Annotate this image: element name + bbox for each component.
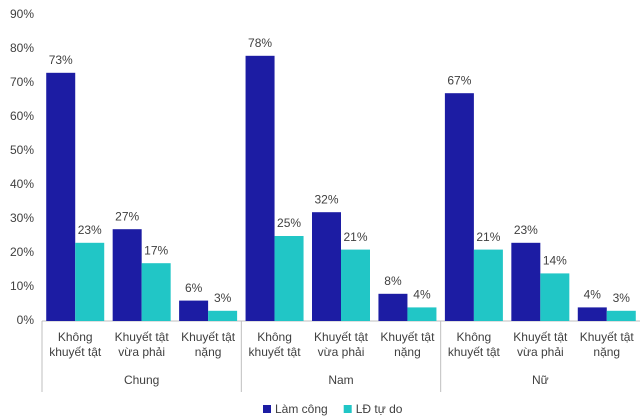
value-label: 14% [543, 254, 567, 268]
bar [473, 249, 503, 321]
x-tick-label: Khuyết tật vừa phải [114, 330, 169, 359]
value-label: 6% [185, 281, 203, 295]
y-tick-label: 10% [10, 279, 34, 293]
group-label: Nam [328, 373, 353, 387]
value-label: 78% [248, 36, 272, 50]
bar [540, 273, 570, 321]
value-label: 3% [613, 291, 631, 305]
y-tick-label: 60% [10, 109, 34, 123]
x-tick-label: Khuyết tật vừa phải [313, 330, 369, 359]
y-tick-label: 70% [10, 75, 34, 89]
y-tick-label: 50% [10, 143, 34, 157]
x-tick-label: Khuyết tật nặng [579, 330, 634, 359]
legend-label: LĐ tự do [356, 402, 403, 416]
value-label: 23% [514, 223, 538, 237]
bar [274, 236, 304, 321]
bar [511, 242, 541, 321]
value-label: 73% [49, 53, 73, 67]
value-label: 8% [384, 274, 402, 288]
value-label: 4% [413, 288, 431, 302]
y-tick-label: 90% [10, 7, 34, 21]
bar [444, 93, 474, 321]
bar [577, 307, 607, 321]
bar [112, 229, 142, 321]
value-label: 23% [78, 223, 102, 237]
legend-swatch [343, 405, 352, 413]
legend-swatch [263, 405, 271, 413]
value-label: 32% [314, 192, 338, 206]
y-tick-label: 80% [10, 41, 34, 55]
x-tick-label: Khuyết tật nặng [380, 330, 435, 359]
bar [179, 300, 209, 321]
bar [208, 310, 238, 321]
bar [141, 263, 171, 321]
value-label: 27% [115, 209, 139, 223]
y-tick-label: 30% [10, 211, 34, 225]
bar [75, 242, 105, 321]
value-label: 21% [476, 230, 500, 244]
value-label: 21% [343, 230, 367, 244]
bar [245, 55, 275, 322]
bar [378, 293, 408, 321]
value-label: 67% [447, 73, 471, 87]
y-tick-label: 20% [10, 245, 34, 259]
x-tick-label: Không khuyết tật [248, 330, 301, 359]
y-tick-label: 0% [17, 313, 35, 327]
value-label: 3% [214, 291, 232, 305]
legend-label: Làm công [275, 402, 328, 416]
group-label: Chung [124, 373, 159, 387]
x-tick-label: Không khuyết tật [49, 330, 102, 359]
x-tick-label: Khuyết tật vừa phải [513, 330, 568, 359]
group-label: Nữ [532, 373, 549, 387]
value-label: 25% [277, 216, 301, 230]
bar [341, 249, 370, 321]
x-tick-label: Khuyết tật nặng [181, 330, 236, 359]
value-label: 4% [584, 288, 602, 302]
bar [407, 307, 437, 321]
value-label: 17% [144, 243, 168, 257]
bar [46, 72, 76, 321]
bar [312, 212, 341, 321]
y-tick-label: 40% [10, 177, 34, 191]
bar [606, 310, 636, 321]
x-tick-label: Không khuyết tật [447, 330, 500, 359]
